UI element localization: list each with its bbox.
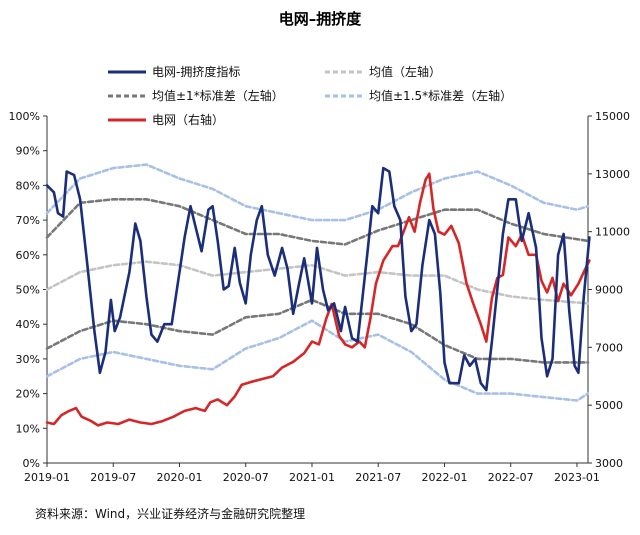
right-tick-label: 5000 xyxy=(595,399,623,412)
left-tick-label: 70% xyxy=(16,214,40,227)
source-note: 资料来源：Wind，兴业证券经济与金融研究院整理 xyxy=(35,506,305,521)
x-tick-label: 2020-07 xyxy=(223,471,269,484)
series-line xyxy=(45,163,590,222)
right-tick-label: 15000 xyxy=(595,110,630,123)
axes xyxy=(46,116,589,464)
left-tick-label: 20% xyxy=(16,388,40,401)
right-tick-label: 7000 xyxy=(595,341,623,354)
left-tick-label: 100% xyxy=(9,110,40,123)
legend-label: 电网（右轴） xyxy=(152,112,224,127)
x-tick-label: 2023-01 xyxy=(554,471,600,484)
x-tick-label: 2019-01 xyxy=(24,471,70,484)
left-tick-label: 40% xyxy=(16,318,40,331)
legend-label: 均值（左轴） xyxy=(369,64,441,79)
x-tick-label: 2022-07 xyxy=(488,471,534,484)
right-tick-label: 11000 xyxy=(595,226,630,239)
x-tick-label: 2022-01 xyxy=(421,471,467,484)
right-tick-label: 13000 xyxy=(595,168,630,181)
left-tick-label: 50% xyxy=(16,284,40,297)
chart-title: 电网–拥挤度 xyxy=(279,10,363,28)
right-axis-ticks: 3000 5000 7000 9000 11000 13000 15000 xyxy=(588,110,630,470)
series-line xyxy=(45,260,590,305)
x-tick-label: 2021-01 xyxy=(289,471,335,484)
left-tick-label: 30% xyxy=(16,353,40,366)
left-tick-label: 10% xyxy=(16,422,40,435)
left-tick-label: 80% xyxy=(16,179,40,192)
left-tick-label: 90% xyxy=(16,145,40,158)
x-tick-label: 2021-07 xyxy=(355,471,401,484)
series-line xyxy=(45,166,591,392)
series-line xyxy=(45,172,591,427)
legend: 电网-拥挤度指标 均值（左轴） 均值±1*标准差（左轴） 均值±1.5*标准差（左轴）… xyxy=(108,64,512,127)
x-tick-label: 2019-07 xyxy=(90,471,136,484)
x-tick-label: 2020-01 xyxy=(157,471,203,484)
legend-label: 均值±1*标准差（左轴） xyxy=(152,88,284,103)
legend-label: 均值±1.5*标准差（左轴） xyxy=(369,88,512,103)
left-tick-label: 0% xyxy=(23,457,40,470)
x-axis-ticks: 2019-01 2019-07 2020-01 2020-07 2021-01 2021-… xyxy=(24,463,600,484)
legend-label: 电网-拥挤度指标 xyxy=(152,64,240,79)
series-line xyxy=(45,319,590,402)
right-tick-label: 9000 xyxy=(595,284,623,297)
left-tick-label: 60% xyxy=(16,249,40,262)
left-axis-ticks: 0% 10% 20% 30% 40% 50% 60% 70% 80% 90% 100% xyxy=(9,110,47,470)
right-tick-label: 3000 xyxy=(595,457,623,470)
series-line xyxy=(45,198,590,246)
series-layer xyxy=(45,163,591,427)
series-line xyxy=(45,298,590,364)
